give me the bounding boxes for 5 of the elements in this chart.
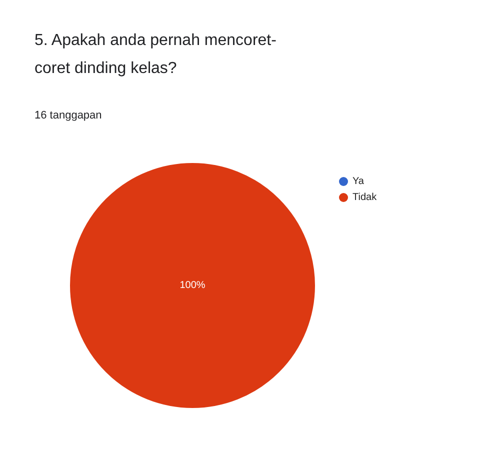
data-label: 100% bbox=[180, 280, 206, 291]
chart-title: 5. Apakah anda pernah mencoret-coret dinding kelas? bbox=[34, 32, 276, 77]
legend-label: Ya bbox=[352, 176, 364, 187]
legend-label: Tidak bbox=[352, 192, 378, 203]
chart-subtitle: 16 tanggapan bbox=[34, 110, 102, 122]
